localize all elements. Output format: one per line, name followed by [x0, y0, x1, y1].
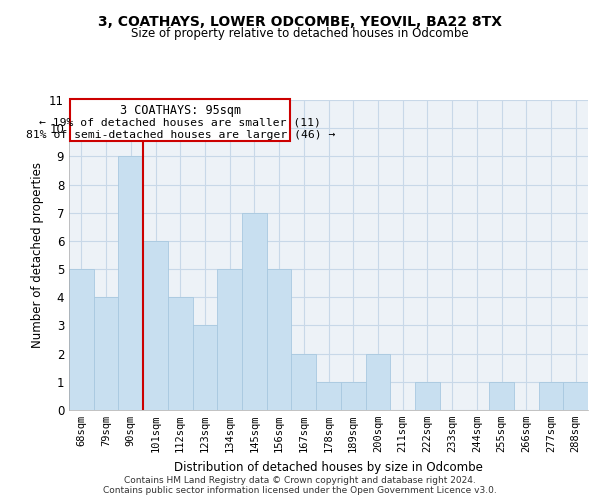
Bar [94, 298, 118, 410]
Bar [539, 382, 563, 410]
Bar [316, 382, 341, 410]
Bar [365, 354, 390, 410]
Bar [563, 382, 588, 410]
Text: ← 19% of detached houses are smaller (11): ← 19% of detached houses are smaller (11… [39, 118, 321, 128]
Text: 81% of semi-detached houses are larger (46) →: 81% of semi-detached houses are larger (… [26, 130, 335, 140]
Text: 3, COATHAYS, LOWER ODCOMBE, YEOVIL, BA22 8TX: 3, COATHAYS, LOWER ODCOMBE, YEOVIL, BA22… [98, 15, 502, 29]
Bar [69, 269, 94, 410]
Bar [168, 298, 193, 410]
Text: 3 COATHAYS: 95sqm: 3 COATHAYS: 95sqm [119, 104, 241, 117]
FancyBboxPatch shape [70, 98, 290, 141]
Bar [193, 326, 217, 410]
X-axis label: Distribution of detached houses by size in Odcombe: Distribution of detached houses by size … [174, 460, 483, 473]
Bar [267, 269, 292, 410]
Bar [489, 382, 514, 410]
Bar [292, 354, 316, 410]
Bar [118, 156, 143, 410]
Bar [341, 382, 365, 410]
Text: Contains HM Land Registry data © Crown copyright and database right 2024.
Contai: Contains HM Land Registry data © Crown c… [103, 476, 497, 495]
Bar [143, 241, 168, 410]
Bar [217, 269, 242, 410]
Y-axis label: Number of detached properties: Number of detached properties [31, 162, 44, 348]
Text: Size of property relative to detached houses in Odcombe: Size of property relative to detached ho… [131, 28, 469, 40]
Bar [242, 212, 267, 410]
Bar [415, 382, 440, 410]
